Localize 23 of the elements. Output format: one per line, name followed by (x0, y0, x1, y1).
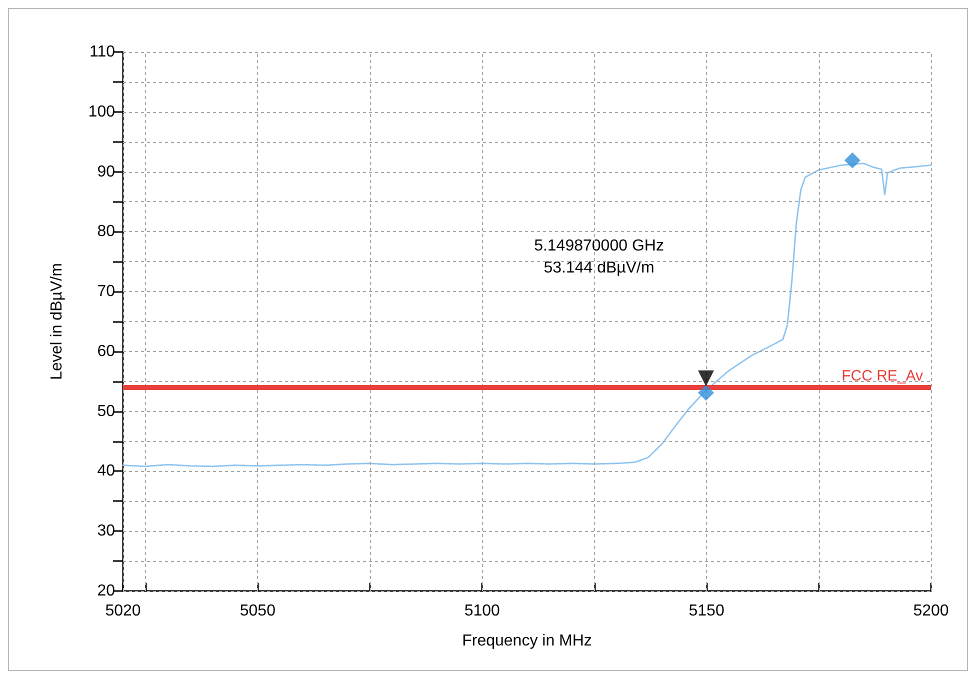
y-tick-label: 110 (89, 44, 116, 60)
x-tick-label: 5200 (913, 602, 949, 620)
x-tick-label: 5100 (464, 602, 500, 620)
point (844, 152, 860, 168)
y-tick-label: 20 (97, 582, 116, 600)
x-tick-label: 5150 (688, 602, 724, 620)
point (698, 370, 714, 386)
point (698, 384, 714, 401)
y-tick-label: 70 (97, 283, 116, 300)
y-tick-label: 50 (97, 402, 116, 420)
y-tick-label: 60 (97, 342, 116, 360)
y-tick-label: 90 (97, 163, 116, 180)
ref-line-label: FCC RE_Av (842, 367, 924, 384)
annotation: 5.149870000 GHz 53.144 dBµV/m (534, 238, 664, 276)
y-tick-label: 100 (88, 103, 116, 120)
line-series (122, 162, 932, 468)
x-tick-label: 5050 (240, 602, 276, 620)
y-tick-label: 80 (97, 223, 116, 240)
y-axis-title: Level in dBµV/m (48, 263, 66, 380)
x-tick-label: 5020 (105, 602, 141, 620)
y-tick-label: 40 (97, 462, 116, 480)
y-tick-label: 30 (97, 522, 116, 540)
x-axis-title: Frequency in MHz (462, 632, 592, 650)
